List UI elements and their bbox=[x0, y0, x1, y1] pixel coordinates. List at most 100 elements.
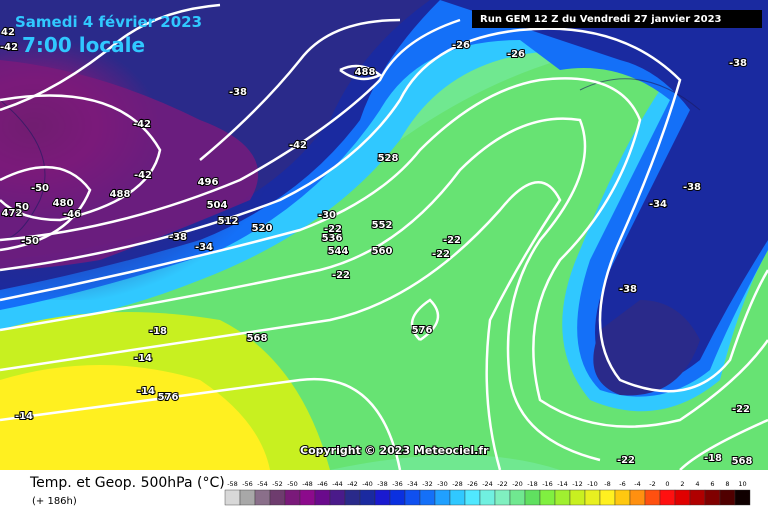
colorbar-label: -6 bbox=[619, 480, 625, 488]
colorbar-swatch bbox=[569, 489, 586, 506]
colorbar-swatch bbox=[239, 489, 256, 506]
contour-label: -38 bbox=[729, 58, 747, 69]
colorbar-swatch bbox=[224, 489, 241, 506]
contour-label: 528 bbox=[378, 153, 399, 164]
colorbar-label: 0 bbox=[665, 480, 669, 488]
contour-label: 504 bbox=[207, 200, 228, 211]
colorbar-swatch bbox=[299, 489, 316, 506]
colorbar-swatch bbox=[644, 489, 661, 506]
colorbar-label: -26 bbox=[467, 480, 478, 488]
contour-label: 576 bbox=[158, 392, 179, 403]
colorbar-label: -28 bbox=[452, 480, 463, 488]
colorbar-swatch bbox=[614, 489, 631, 506]
colorbar-label: -30 bbox=[437, 480, 448, 488]
colorbar-swatch bbox=[719, 489, 736, 506]
run-info: Run GEM 12 Z du Vendredi 27 janvier 2023 bbox=[480, 14, 722, 25]
colorbar-label: -2 bbox=[649, 480, 655, 488]
colorbar-label: -20 bbox=[512, 480, 523, 488]
footer-title: Temp. et Geop. 500hPa (°C) bbox=[29, 475, 225, 491]
contour-label: 520 bbox=[252, 223, 273, 234]
colorbar-swatch bbox=[584, 489, 601, 506]
contour-label: -34 bbox=[649, 199, 667, 210]
colorbar-swatch bbox=[374, 489, 391, 506]
valid-date: Samedi 4 février 2023 bbox=[15, 13, 202, 31]
contour-label: 488 bbox=[110, 189, 131, 200]
lead-time: (+ 186h) bbox=[32, 496, 77, 507]
colorbar-label: -4 bbox=[634, 480, 640, 488]
colorbar-swatch bbox=[449, 489, 466, 506]
contour-label: -22 bbox=[617, 455, 635, 466]
colorbar-label: -10 bbox=[587, 480, 598, 488]
colorbar-label: -24 bbox=[482, 480, 493, 488]
colorbar-label: -38 bbox=[377, 480, 388, 488]
contour-label: -38 bbox=[169, 232, 187, 243]
colorbar-label: -18 bbox=[527, 480, 538, 488]
contour-label: -26 bbox=[452, 40, 470, 51]
contour-label: 576 bbox=[412, 325, 433, 336]
colorbar-label: 10 bbox=[738, 480, 746, 488]
contour-label: 488 bbox=[355, 67, 376, 78]
colorbar-label: -58 bbox=[227, 480, 238, 488]
contour-label: -30 bbox=[318, 210, 336, 221]
colorbar-label: -54 bbox=[257, 480, 268, 488]
colorbar-swatch bbox=[329, 489, 346, 506]
colorbar-label: -42 bbox=[347, 480, 358, 488]
contour-label: -22 bbox=[443, 235, 461, 246]
colorbar-swatch bbox=[704, 489, 721, 506]
colorbar-swatch bbox=[599, 489, 616, 506]
contour-label: -26 bbox=[507, 49, 525, 60]
colorbar-swatch bbox=[344, 489, 361, 506]
colorbar-label: -12 bbox=[572, 480, 583, 488]
colorbar-label: -46 bbox=[317, 480, 328, 488]
contour-label: -22 bbox=[432, 249, 450, 260]
colorbar-swatch bbox=[464, 489, 481, 506]
colorbar-swatch bbox=[659, 489, 676, 506]
colorbar-swatch bbox=[419, 489, 436, 506]
contour-label: -38 bbox=[619, 284, 637, 295]
contour-label: 50 bbox=[15, 202, 29, 213]
contour-label: -46 bbox=[63, 209, 81, 220]
colorbar-swatch bbox=[434, 489, 451, 506]
colorbar-label: -56 bbox=[242, 480, 253, 488]
colorbar-swatch bbox=[479, 489, 496, 506]
colorbar-label: -8 bbox=[604, 480, 610, 488]
copyright: Copyright © 2023 Meteociel.fr bbox=[300, 444, 489, 457]
colorbar-swatch bbox=[254, 489, 271, 506]
contour-label: 472 bbox=[2, 208, 23, 219]
colorbar-label: -40 bbox=[362, 480, 373, 488]
contour-label: -22 bbox=[332, 270, 350, 281]
contour-label: 544 bbox=[328, 246, 349, 257]
contour-label: -42 bbox=[133, 119, 151, 130]
colorbar: -58 -56 -54 -52 -50 -48 -46 -44 -42 -40 -38 -36 -34-… bbox=[224, 480, 751, 506]
colorbar-label: 6 bbox=[710, 480, 714, 488]
colorbar-swatch bbox=[494, 489, 511, 506]
colorbar-swatch bbox=[269, 489, 286, 506]
colorbar-swatch bbox=[524, 489, 541, 506]
colorbar-label: 2 bbox=[680, 480, 684, 488]
colorbar-swatch bbox=[509, 489, 526, 506]
contour-label: -14 bbox=[134, 353, 152, 364]
contour-label: 568 bbox=[247, 333, 268, 344]
colorbar-swatch bbox=[314, 489, 331, 506]
contour-label: 496 bbox=[198, 177, 219, 188]
contour-label: -50 bbox=[21, 236, 39, 247]
colorbar-swatch bbox=[404, 489, 421, 506]
colorbar-label: -52 bbox=[272, 480, 283, 488]
contour-label: 480 bbox=[53, 198, 74, 209]
colorbar-swatch bbox=[389, 489, 406, 506]
contour-label: -18 bbox=[149, 326, 167, 337]
colorbar-label: -32 bbox=[422, 480, 433, 488]
colorbar-label: -36 bbox=[392, 480, 403, 488]
colorbar-label: 8 bbox=[725, 480, 729, 488]
contour-label: -50 bbox=[31, 183, 49, 194]
contour-label: -18 bbox=[704, 453, 722, 464]
colorbar-swatch bbox=[539, 489, 556, 506]
contour-label: -34 bbox=[195, 242, 213, 253]
colorbar-swatch bbox=[674, 489, 691, 506]
contour-label: 536 bbox=[322, 233, 343, 244]
valid-time: 7:00 locale bbox=[22, 33, 145, 57]
colorbar-swatch bbox=[734, 489, 751, 506]
contour-label: 42 bbox=[1, 27, 15, 38]
